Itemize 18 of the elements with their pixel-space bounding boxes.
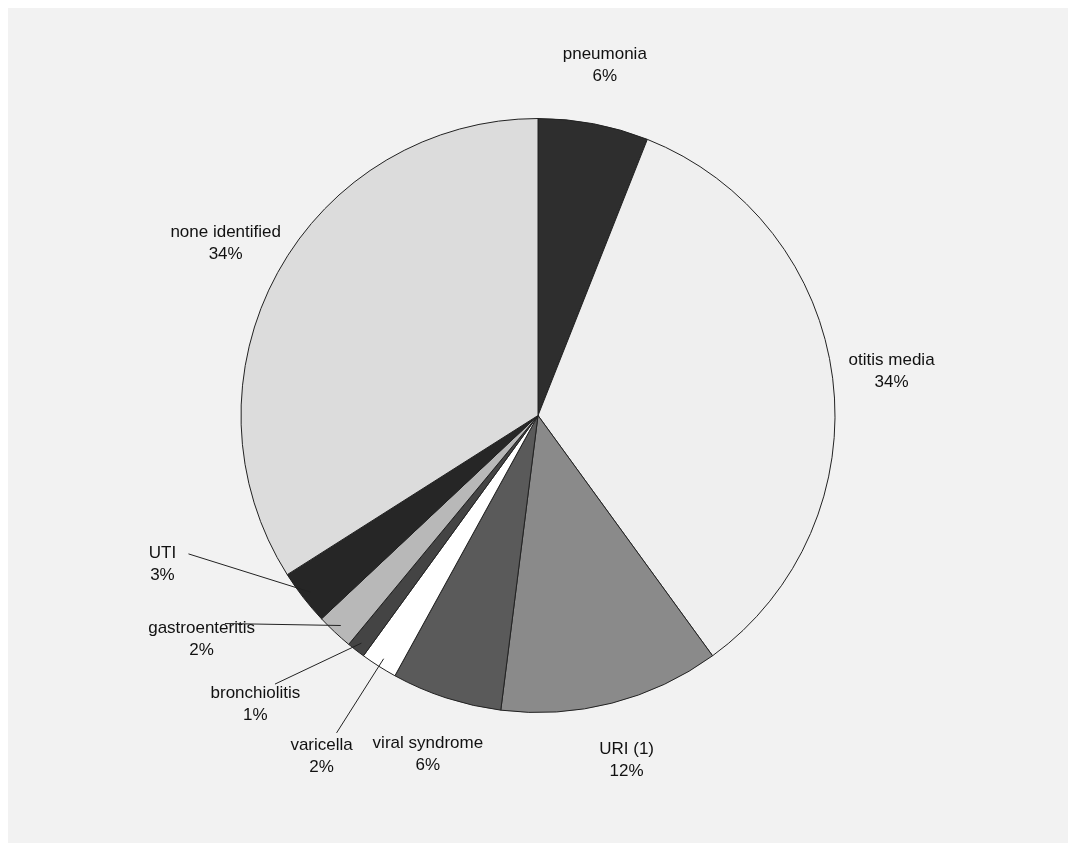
slice-label: otitis media [848,349,936,369]
slice-label: UTI [148,542,177,562]
data-label: 34% [208,244,243,264]
data-label: 2% [309,757,334,777]
data-label: 6% [592,66,618,86]
slice-label: URI (1) [599,739,655,759]
data-label: 6% [415,755,441,775]
data-label: 2% [189,639,214,659]
data-label: 12% [609,761,644,781]
slice-label: varicella [290,735,354,755]
data-label: 1% [243,704,268,724]
data-label: 34% [874,371,909,391]
slice-label: viral syndrome [372,733,484,753]
slice-label: gastroenteritis [148,617,255,637]
slice-label: pneumonia [562,44,648,64]
slice-label: bronchiolitis [210,682,301,702]
slice-label: none identified [170,222,281,242]
data-label: 3% [150,564,175,584]
